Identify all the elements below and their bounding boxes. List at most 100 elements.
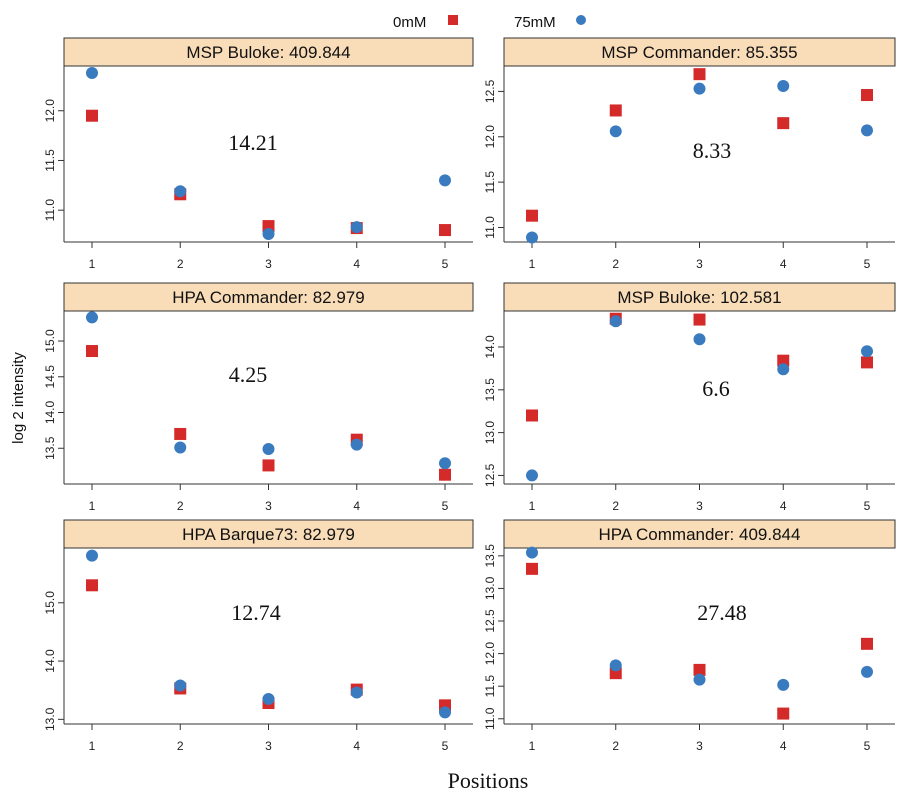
panel-strip <box>503 519 896 549</box>
x-tick-label: 3 <box>265 499 272 513</box>
legend-label-75mm: 75mM <box>514 14 556 31</box>
point-0mm <box>439 224 451 237</box>
y-tick-label: 13.5 <box>483 378 497 402</box>
point-0mm <box>777 707 790 720</box>
point-75mm <box>174 441 187 454</box>
y-tick-label: 13.5 <box>483 544 497 568</box>
panel-strip <box>63 519 474 549</box>
point-0mm <box>86 109 98 122</box>
x-tick-label: 3 <box>696 499 703 513</box>
point-75mm <box>86 549 98 562</box>
point-75mm <box>777 363 790 376</box>
y-tick-label: 14.0 <box>43 649 57 673</box>
point-0mm <box>609 104 622 117</box>
point-75mm <box>350 438 363 451</box>
y-tick-label: 13.0 <box>483 576 497 600</box>
y-tick-label: 11.5 <box>483 675 497 698</box>
panel-title: MSP Commander: 85.355 <box>601 43 797 62</box>
point-75mm <box>693 82 706 95</box>
x-tick-label: 1 <box>529 739 536 753</box>
x-tick-label: 4 <box>353 499 360 513</box>
y-tick-label: 12.5 <box>483 609 497 633</box>
y-tick-label: 14.0 <box>483 335 497 359</box>
point-0mm <box>86 579 98 592</box>
point-75mm <box>439 174 451 187</box>
point-0mm <box>174 427 187 440</box>
point-0mm <box>861 356 873 369</box>
x-tick-label: 5 <box>442 739 449 753</box>
y-tick-label: 11.5 <box>483 171 497 194</box>
panel-title: HPA Commander: 409.844 <box>599 525 801 544</box>
point-75mm <box>439 706 451 719</box>
x-tick-label: 1 <box>89 739 96 753</box>
panel-strip <box>63 282 474 312</box>
y-tick-label: 12.5 <box>483 79 497 103</box>
point-75mm <box>777 79 790 92</box>
point-0mm <box>777 117 790 130</box>
panel-3: HPA Commander: 82.979 1 2 3 4 5 13.5 14.0 14.5 15… <box>43 282 474 513</box>
x-tick-label: 2 <box>612 499 619 513</box>
point-0mm <box>693 313 706 326</box>
point-75mm <box>262 692 275 705</box>
y-tick-label: 11.0 <box>43 199 57 222</box>
point-0mm <box>526 409 538 422</box>
x-tick-label: 4 <box>353 739 360 753</box>
y-tick-label: 14.0 <box>43 401 57 425</box>
x-tick-label: 4 <box>353 257 360 271</box>
point-75mm <box>174 679 187 692</box>
panel-annotation: 27.48 <box>697 600 747 625</box>
point-75mm <box>777 678 790 691</box>
panel-annotation: 4.25 <box>229 362 268 387</box>
x-tick-label: 2 <box>612 739 619 753</box>
x-tick-label: 1 <box>529 499 536 513</box>
point-75mm <box>526 546 538 559</box>
y-tick-label: 11.5 <box>43 149 57 172</box>
panel-annotation: 14.21 <box>228 130 278 155</box>
x-tick-label: 4 <box>780 739 787 753</box>
panel-5: HPA Barque73: 82.979 1 2 3 4 5 13.0 14.0 15.0 12.… <box>43 519 474 753</box>
panel-6: HPA Commander: 409.844 1 2 3 4 5 11.0 11.5 12.0 1… <box>483 519 896 753</box>
point-75mm <box>861 345 873 358</box>
x-tick-label: 5 <box>864 499 871 513</box>
y-tick-label: 13.5 <box>43 436 57 460</box>
x-tick-label: 4 <box>780 257 787 271</box>
x-tick-label: 1 <box>89 499 96 513</box>
panel-title: HPA Commander: 82.979 <box>172 288 364 307</box>
y-tick-label: 15.0 <box>43 329 57 353</box>
panel-annotation: 8.33 <box>693 138 732 163</box>
y-tick-label: 11.0 <box>483 707 497 730</box>
y-tick-label: 14.5 <box>43 365 57 389</box>
point-0mm <box>86 345 98 358</box>
y-tick-label: 12.0 <box>483 125 497 149</box>
panel-title: MSP Buloke: 102.581 <box>617 288 781 307</box>
point-75mm <box>609 659 622 672</box>
point-75mm <box>350 221 363 234</box>
y-axis-title: log 2 intensity <box>10 352 27 444</box>
x-tick-label: 3 <box>265 257 272 271</box>
point-75mm <box>350 686 363 699</box>
legend-marker-0mm <box>448 15 458 25</box>
point-75mm <box>86 311 98 324</box>
y-tick-label: 11.0 <box>483 216 497 239</box>
point-0mm <box>777 354 790 367</box>
x-tick-label: 1 <box>529 257 536 271</box>
x-tick-label: 5 <box>864 739 871 753</box>
x-tick-label: 2 <box>612 257 619 271</box>
y-tick-label: 13.0 <box>43 707 57 731</box>
point-75mm <box>693 333 706 346</box>
point-0mm <box>693 68 706 81</box>
point-75mm <box>174 185 187 198</box>
x-axis-title: Positions <box>448 768 529 793</box>
y-tick-label: 12.0 <box>43 99 57 123</box>
point-75mm <box>861 124 873 137</box>
panel-1: MSP Buloke: 409.844 1 2 3 4 5 11.0 11.5 12.0 14.2… <box>43 37 474 271</box>
x-tick-label: 5 <box>442 257 449 271</box>
y-tick-label: 12.0 <box>483 642 497 666</box>
panel-strip <box>63 37 474 67</box>
point-0mm <box>262 459 275 472</box>
panel-title: MSP Buloke: 409.844 <box>186 43 350 62</box>
legend: 0mM 75mM <box>393 14 586 31</box>
panel-annotation: 6.6 <box>702 376 730 401</box>
point-75mm <box>861 665 873 678</box>
